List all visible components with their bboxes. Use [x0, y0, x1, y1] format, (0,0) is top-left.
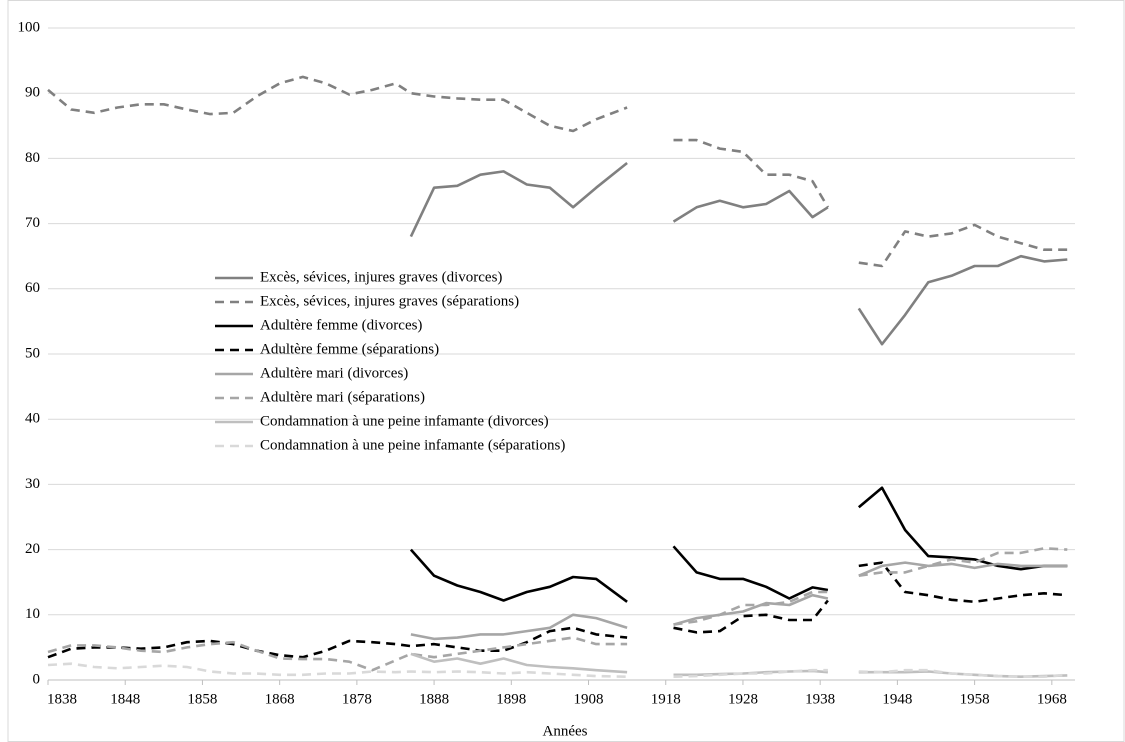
y-tick-label: 40: [25, 411, 40, 427]
line-series: [47, 561, 1068, 659]
legend-label: Condamnation à une peine infamante (sépa…: [260, 437, 565, 453]
x-tick-label: 1908: [574, 691, 604, 707]
y-tick-label: 60: [25, 280, 40, 296]
line-series: [47, 75, 1068, 268]
legend-label: Adultère femme (séparations): [260, 341, 439, 357]
chart-frame: [7, 0, 1125, 742]
y-tick-label: 50: [25, 345, 40, 361]
legend-label: Adultère femme (divorces): [260, 317, 422, 333]
x-tick-label: 1958: [960, 691, 990, 707]
legend-label: Excès, sévices, injures graves (divorces…: [260, 269, 502, 285]
line-series: [409, 161, 1068, 346]
legend-label: Adultère mari (séparations): [260, 389, 425, 405]
x-tick-label: 1938: [805, 691, 835, 707]
y-tick-label: 20: [25, 541, 40, 557]
y-tick-label: 30: [25, 476, 40, 492]
x-tick-label: 1848: [110, 691, 140, 707]
line-series: [47, 662, 1068, 678]
x-tick-label: 1878: [342, 691, 372, 707]
y-tick-label: 100: [18, 19, 41, 35]
x-tick-label: 1918: [651, 691, 681, 707]
x-tick-label: 1838: [47, 691, 77, 707]
y-tick-label: 10: [25, 606, 40, 622]
y-tick-label: 70: [25, 215, 40, 231]
x-tick-label: 1928: [728, 691, 758, 707]
y-tick-label: 80: [25, 150, 40, 166]
line-series: [410, 561, 1068, 641]
legend-label: Adultère mari (divorces): [260, 365, 408, 381]
line-series: [409, 486, 1068, 603]
x-tick-label: 1898: [496, 691, 526, 707]
x-tick-label: 1868: [265, 691, 295, 707]
y-tick-label: 0: [33, 671, 41, 687]
x-tick-label: 1888: [419, 691, 449, 707]
legend-label: Excès, sévices, injures graves (séparati…: [260, 293, 519, 309]
legend-label: Condamnation à une peine infamante (divo…: [260, 413, 549, 429]
y-tick-label: 90: [25, 85, 40, 101]
x-tick-label: 1858: [187, 691, 217, 707]
line-series: [47, 547, 1068, 672]
x-axis-label: Années: [543, 723, 588, 739]
x-tick-label: 1968: [1037, 691, 1067, 707]
x-tick-label: 1948: [882, 691, 912, 707]
